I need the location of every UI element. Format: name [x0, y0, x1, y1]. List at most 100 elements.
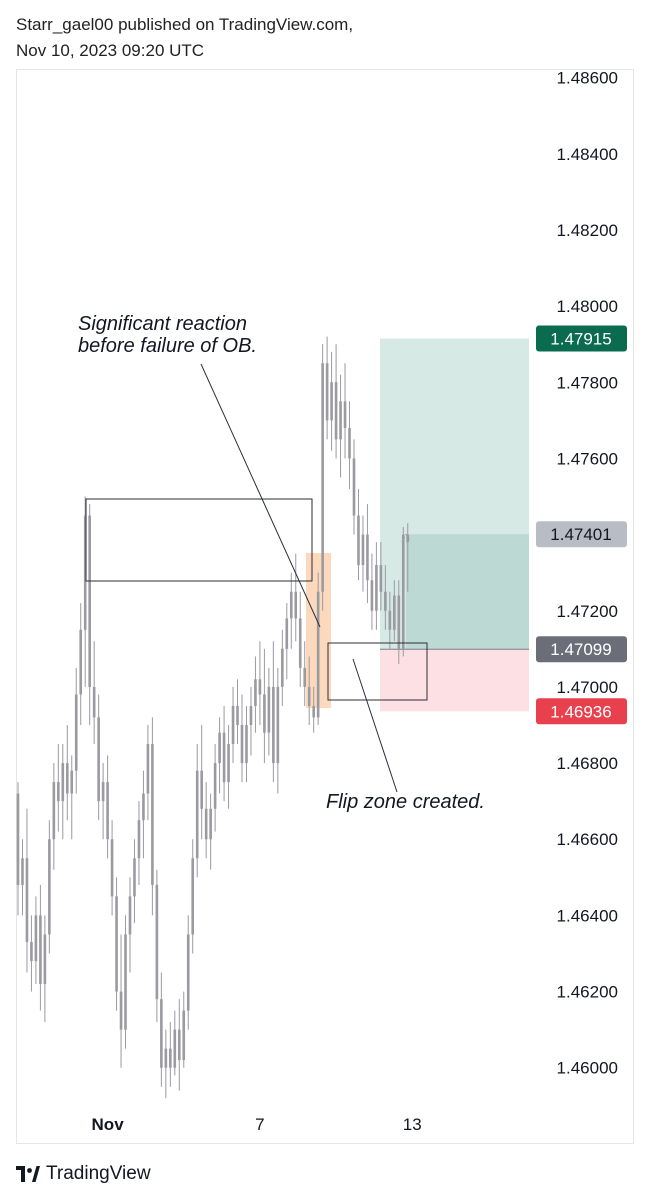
candle-body [325, 363, 329, 421]
price-tick-label: 1.46800 [557, 754, 618, 773]
candle-body [106, 782, 109, 840]
profit-zone [406, 534, 529, 650]
price-tick-label: 1.48000 [557, 297, 618, 316]
candle-body [30, 942, 33, 962]
price-label-text: 1.47099 [550, 640, 611, 659]
price-tick-label: 1.47800 [557, 373, 618, 392]
candle-body [276, 686, 280, 764]
candle-body [222, 732, 226, 783]
candle-body [393, 595, 396, 630]
price-label-text: 1.46936 [550, 702, 611, 721]
candle-body [231, 705, 235, 745]
candle-body [401, 534, 405, 649]
annotation-text: before failure of OB. [78, 335, 257, 357]
candle-body [343, 401, 347, 428]
time-axis: Nov 7 13 [92, 1115, 422, 1134]
candle-body [397, 595, 401, 649]
candle-body [48, 839, 51, 935]
price-tick-label: 1.48200 [557, 221, 618, 240]
candle-body [191, 858, 195, 935]
candle-body [339, 401, 342, 440]
candle-body [384, 591, 387, 611]
candle-body [388, 610, 392, 630]
candle-body [16, 793, 20, 885]
candle-body [169, 1048, 172, 1068]
candle-body [119, 991, 123, 1030]
candle-body [240, 724, 244, 764]
candle-body [195, 770, 199, 859]
candle-body [254, 679, 257, 706]
price-label-1.47915: 1.47915 [536, 325, 627, 352]
candle-body [227, 744, 230, 783]
price-labels: 1.47915 1.47401 1.47099 1.46936 [536, 325, 627, 725]
candle-body [110, 839, 114, 897]
brand-name[interactable]: TradingView [46, 1163, 151, 1184]
candle-body [289, 591, 293, 619]
price-label-text: 1.47915 [550, 329, 611, 348]
candles-layer [16, 336, 411, 1099]
candle-body [65, 763, 69, 794]
price-tick-label: 1.46400 [557, 906, 618, 925]
price-tick-label: 1.46200 [557, 983, 618, 1002]
reaction-pointer-line [200, 363, 321, 628]
candle-body [177, 1029, 181, 1061]
candle-body [307, 686, 311, 706]
candle-body [370, 580, 374, 611]
time-tick-label: 7 [255, 1115, 264, 1134]
candle-body [213, 763, 217, 809]
candle-body [330, 382, 333, 421]
tradingview-logo-icon[interactable] [16, 1166, 40, 1182]
price-tick-label: 1.46600 [557, 830, 618, 849]
stop-zone [380, 649, 529, 712]
candle-body [366, 534, 369, 581]
candle-body [160, 999, 163, 1068]
candle-body [151, 744, 154, 885]
publish-date: Nov 10, 2023 09:20 UTC [16, 41, 205, 60]
footer: TradingView [16, 1160, 151, 1188]
candle-body [124, 934, 127, 1030]
candle-body [164, 1048, 168, 1068]
candle-body [294, 591, 298, 619]
candle-body [115, 896, 118, 992]
price-label-text: 1.47401 [550, 525, 611, 544]
annotation-text: Flip zone created. [326, 791, 485, 813]
candle-body [303, 667, 307, 687]
candle-body [52, 782, 56, 840]
publisher-line: Starr_gael00 published on TradingView.co… [16, 15, 354, 34]
candle-body [200, 770, 203, 809]
candle-body [245, 724, 248, 764]
zones-layer [306, 338, 529, 712]
price-tick-label: 1.48400 [557, 145, 618, 164]
price-tick-label: 1.46000 [557, 1059, 618, 1078]
candle-body [209, 808, 212, 840]
candle-body [39, 915, 42, 984]
candle-body [334, 382, 338, 440]
flip-zone-box [327, 642, 428, 701]
flip-pointer-line [352, 658, 398, 793]
candle-body [348, 427, 351, 459]
candle-body [236, 705, 239, 725]
candle-body [25, 858, 29, 943]
candle-body [281, 648, 284, 687]
annotation-text: Significant reaction [78, 313, 247, 335]
candle-body [312, 705, 315, 718]
price-tick-label: 1.47600 [557, 449, 618, 468]
candle-body [21, 858, 24, 885]
candle-body [57, 782, 60, 802]
price-tick-label: 1.48600 [557, 69, 618, 88]
price-label-1.47401: 1.47401 [536, 521, 627, 548]
time-tick-label: 13 [403, 1115, 422, 1134]
candle-body [352, 458, 356, 516]
candle-body [83, 515, 87, 630]
candle-body [204, 808, 208, 840]
candle-body [155, 884, 159, 1000]
price-label-bg [536, 325, 627, 352]
price-label-1.46936: 1.46936 [536, 698, 627, 725]
candle-body [173, 1029, 177, 1068]
candle-body [361, 534, 365, 566]
last-price-marker [405, 533, 411, 541]
candle-body [357, 515, 360, 566]
candle-body [34, 915, 38, 962]
